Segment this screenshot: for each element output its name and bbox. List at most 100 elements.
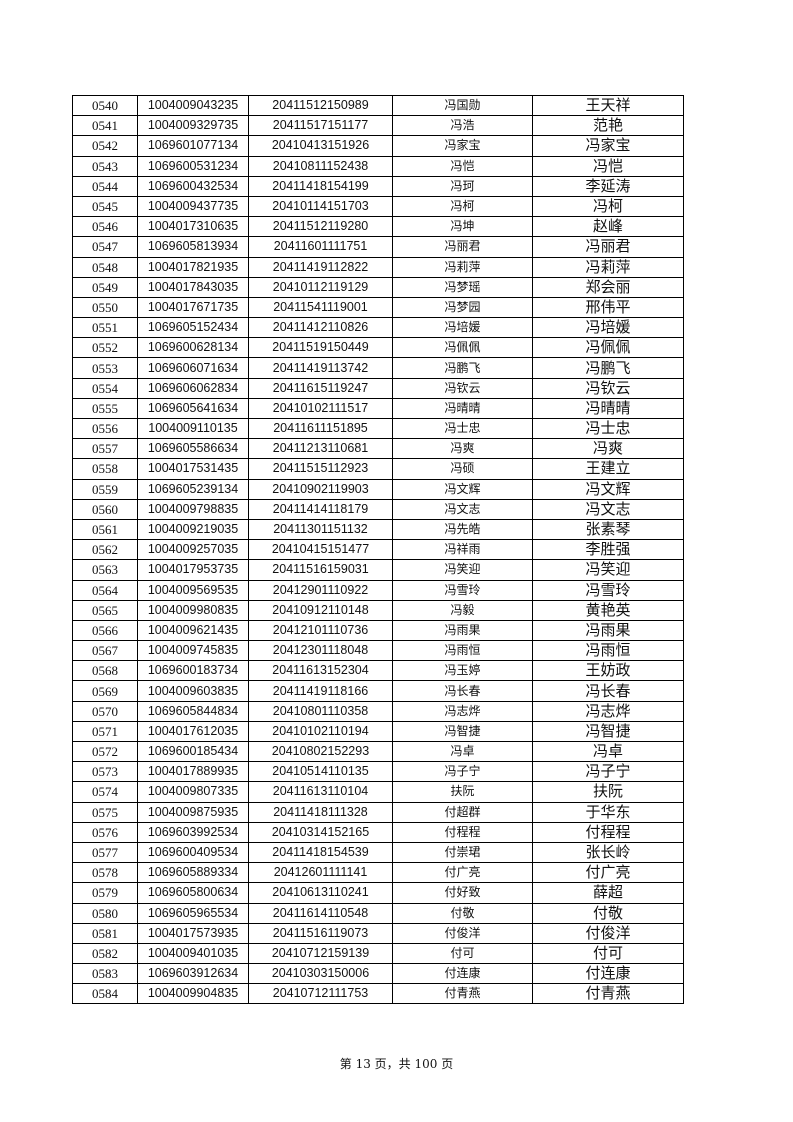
confirmed-name-cell: 付程程 [532,821,684,843]
applicant-name-cell: 冯雨恒 [392,640,533,662]
confirmed-name-cell: 付连康 [532,963,684,985]
table-row: 0553 1069606071634 20411419113742 冯鹏飞 冯鹏飞 [72,357,684,379]
applicant-name-cell: 冯珂 [392,175,533,197]
row-number-cell: 0584 [72,983,138,1005]
registration-number-cell: 20412301118048 [248,640,393,662]
applicant-name-cell: 冯钦云 [392,377,533,399]
applicant-name-cell: 冯坤 [392,216,533,238]
table-row: 0571 1004017612035 20410102110194 冯智捷 冯智捷 [72,720,684,743]
row-number-cell: 0556 [72,417,138,440]
table-row: 0561 1004009219035 20411301151132 冯先皓 张素琴 [72,518,684,541]
confirmed-name-cell: 冯文志 [532,498,684,520]
exam-id-cell: 1069600185434 [137,740,249,763]
registration-number-cell: 20411213110681 [248,438,393,460]
confirmed-name-cell: 冯卓 [532,740,684,763]
confirmed-name-cell: 付青燕 [532,983,684,1005]
confirmed-name-cell: 邢伟平 [532,296,684,319]
page-footer: 第 13 页，共 100 页 [339,1057,454,1071]
exam-id-cell: 1004017843035 [137,276,249,298]
registration-number-cell: 20411601111751 [248,236,393,258]
exam-id-cell: 1069606062834 [137,377,249,399]
row-number-cell: 0562 [72,539,138,561]
registration-number-cell: 20410613110241 [248,882,393,904]
registration-number-cell: 20411613152304 [248,660,393,682]
applicant-name-cell: 冯莉萍 [392,256,533,278]
exam-id-cell: 1004009980835 [137,599,249,621]
exam-id-cell: 1004009110135 [137,417,249,440]
exam-id-cell: 1004009798835 [137,498,249,520]
registration-number-cell: 20410802152293 [248,740,393,763]
table-row: 0584 1004009904835 20410712111753 付青燕 付青燕 [72,983,684,1005]
confirmed-name-cell: 郑会丽 [532,276,684,298]
table-row: 0568 1069600183734 20411613152304 冯玉婷 王妨政 [72,660,684,682]
applicant-name-cell: 冯志烨 [392,700,533,722]
table-row: 0558 1004017531435 20411515112923 冯硕 王建立 [72,458,684,480]
exam-id-cell: 1069600531234 [137,155,249,177]
row-number-cell: 0550 [72,296,138,319]
confirmed-name-cell: 王天祥 [532,94,684,117]
registration-number-cell: 20410514110135 [248,761,393,783]
exam-id-cell: 1069605965534 [137,902,249,924]
row-number-cell: 0569 [72,680,138,702]
records-table: 0540 1004009043235 20411512150989 冯国勋 王天祥 054… [72,94,684,1005]
applicant-name-cell: 冯卓 [392,740,533,763]
exam-id-cell: 1004009807335 [137,781,249,803]
confirmed-name-cell: 冯佩佩 [532,337,684,359]
confirmed-name-cell: 冯恺 [532,155,684,177]
exam-id-cell: 1004009257035 [137,539,249,561]
registration-number-cell: 20411418111328 [248,801,393,823]
confirmed-name-cell: 张素琴 [532,518,684,541]
row-number-cell: 0577 [72,841,138,864]
confirmed-name-cell: 冯文辉 [532,478,684,500]
applicant-name-cell: 付俊洋 [392,922,533,944]
row-number-cell: 0551 [72,317,138,339]
table-row: 0551 1069605152434 20411412110826 冯培媛 冯培媛 [72,317,684,339]
row-number-cell: 0541 [72,115,138,137]
applicant-name-cell: 付广亮 [392,862,533,884]
row-number-cell: 0545 [72,195,138,218]
table-row: 0582 1004009401035 20410712159139 付可 付可 [72,942,684,965]
registration-number-cell: 20411611151895 [248,417,393,440]
applicant-name-cell: 冯丽君 [392,236,533,258]
confirmed-name-cell: 付敬 [532,902,684,924]
exam-id-cell: 1069603912634 [137,963,249,985]
row-number-cell: 0582 [72,942,138,965]
registration-number-cell: 20411541119001 [248,296,393,319]
row-number-cell: 0581 [72,922,138,944]
table-row: 0581 1004017573935 20411516119073 付俊洋 付俊洋 [72,922,684,944]
table-row: 0583 1069603912634 20410303150006 付连康 付连康 [72,963,684,985]
applicant-name-cell: 冯智捷 [392,720,533,743]
row-number-cell: 0552 [72,337,138,359]
exam-id-cell: 1069605239134 [137,478,249,500]
row-number-cell: 0560 [72,498,138,520]
exam-id-cell: 1004017889935 [137,761,249,783]
row-number-cell: 0546 [72,216,138,238]
row-number-cell: 0576 [72,821,138,843]
exam-id-cell: 1069600432534 [137,175,249,197]
row-number-cell: 0564 [72,579,138,601]
registration-number-cell: 20410712111753 [248,983,393,1005]
exam-id-cell: 1004017310635 [137,216,249,238]
exam-id-cell: 1004017612035 [137,720,249,743]
registration-number-cell: 20411419112822 [248,256,393,278]
table-row: 0564 1004009569535 20412901110922 冯雪玲 冯雪玲 [72,579,684,601]
row-number-cell: 0554 [72,377,138,399]
table-row: 0574 1004009807335 20411613110104 扶阮 扶阮 [72,781,684,803]
exam-id-cell: 1004009219035 [137,518,249,541]
applicant-name-cell: 付超群 [392,801,533,823]
registration-number-cell: 20411414118179 [248,498,393,520]
row-number-cell: 0566 [72,619,138,642]
applicant-name-cell: 扶阮 [392,781,533,803]
table-row: 0577 1069600409534 20411418154539 付崇珺 张长岭 [72,841,684,864]
exam-id-cell: 1004017531435 [137,458,249,480]
registration-number-cell: 20411613110104 [248,781,393,803]
confirmed-name-cell: 冯莉萍 [532,256,684,278]
confirmed-name-cell: 冯钦云 [532,377,684,399]
exam-id-cell: 1069605813934 [137,236,249,258]
confirmed-name-cell: 黄艳英 [532,599,684,621]
confirmed-name-cell: 冯志烨 [532,700,684,722]
applicant-name-cell: 冯国勋 [392,94,533,117]
exam-id-cell: 1004009621435 [137,619,249,642]
table-row: 0567 1004009745835 20412301118048 冯雨恒 冯雨恒 [72,640,684,662]
applicant-name-cell: 付敬 [392,902,533,924]
